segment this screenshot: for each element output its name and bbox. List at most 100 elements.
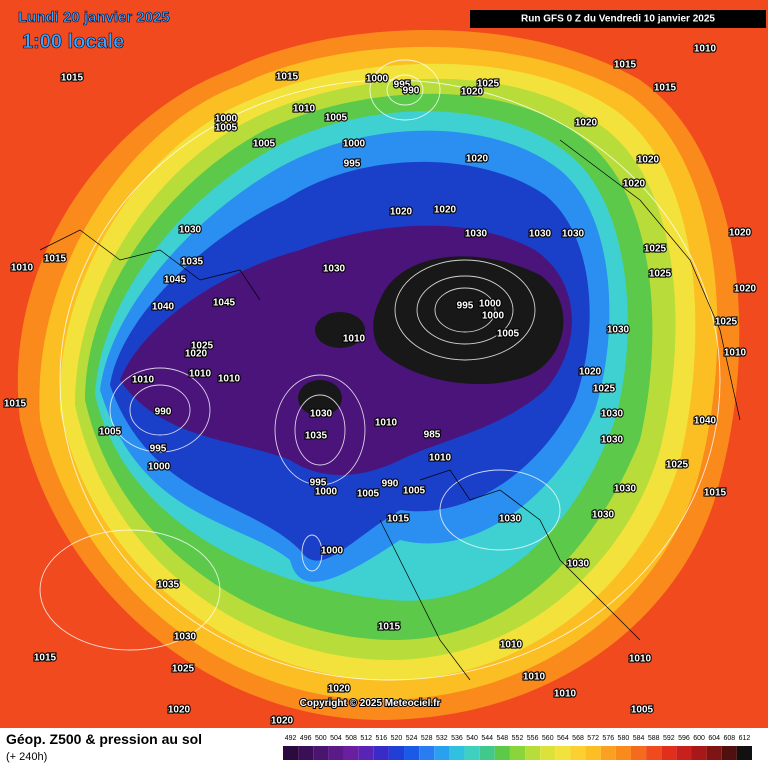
colorbar-tick-label: 544 [481,735,493,742]
colorbar-tick-label: 580 [618,735,630,742]
pressure-label: 1010 [189,369,212,380]
colorbar-swatch [540,746,556,760]
colorbar-tick-label: 536 [451,735,463,742]
colorbar-tick-label: 516 [375,735,387,742]
pressure-label: 1045 [213,298,236,309]
pressure-label: 1020 [390,207,413,218]
pressure-label: 1005 [215,123,238,134]
pressure-label: 1030 [614,484,637,495]
colorbar-swatch [676,746,692,760]
pressure-label: 1030 [592,510,615,521]
pressure-label: 1020 [575,118,598,129]
colorbar-tick-label: 604 [708,735,720,742]
colorbar-tick-label: 512 [360,735,372,742]
pressure-label: 1010 [11,263,34,274]
colorbar-swatch [646,746,662,760]
pressure-label: 1025 [715,317,738,328]
pressure-label: 1010 [343,334,366,345]
run-info: Run GFS 0 Z du Vendredi 10 janvier 2025 [521,14,715,25]
pressure-label: 1030 [179,225,202,236]
pressure-label: 1020 [637,155,660,166]
colorbar-tick-label: 496 [300,735,312,742]
pressure-label: 1000 [148,462,171,473]
colorbar-tick-label: 588 [648,735,660,742]
colorbar-tick-label: 552 [512,735,524,742]
pressure-label: 1010 [293,104,316,115]
colorbar-swatch [721,746,737,760]
pressure-label: 1010 [694,44,717,55]
colorbar-tick-label: 524 [406,735,418,742]
colorbar-swatch [358,746,374,760]
pressure-label: 1000 [343,139,366,150]
pressure-label: 1015 [387,514,410,525]
pressure-label: 1010 [523,672,546,683]
valid-time: 1:00 locale [22,31,124,53]
pressure-label: 1025 [644,244,667,255]
pressure-label: 1030 [562,229,585,240]
colorbar-tick-label: 568 [572,735,584,742]
colorbar-swatch [479,746,495,760]
colorbar-swatch [585,746,601,760]
colorbar-tick-label: 504 [330,735,342,742]
colorbar-swatch [373,746,389,760]
colorbar-swatch [630,746,647,760]
pressure-label: 1025 [666,460,689,471]
colorbar-tick-label: 596 [678,735,690,742]
footer-lead: (+ 240h) [6,751,47,763]
colorbar-swatch [661,746,677,760]
pressure-label: 1000 [479,299,502,310]
pressure-label: 1035 [157,580,180,591]
colorbar-tick-label: 612 [739,735,751,742]
pressure-label: 1020 [623,179,646,190]
pressure-label: 1010 [554,689,577,700]
pressure-label: 1030 [310,409,333,420]
pressure-label: 995 [394,80,411,91]
pressure-label: 1005 [325,113,348,124]
colorbar-swatch [404,746,420,760]
pressure-label: 1030 [607,325,630,336]
pressure-label: 1000 [215,114,238,125]
pressure-label: 1020 [461,87,484,98]
pressure-label: 1015 [378,622,401,633]
colorbar-swatch [600,746,616,760]
pressure-label: 1005 [253,139,276,150]
pressure-label: 990 [403,86,420,97]
colorbar-tick-label: 528 [421,735,433,742]
pressure-label: 995 [344,159,361,170]
colorbar-tick-label: 560 [542,735,554,742]
colorbar-tick-label: 540 [466,735,478,742]
pressure-label: 995 [150,444,167,455]
colorbar-tick-label: 500 [315,735,327,742]
pressure-label: 1025 [477,79,500,90]
colorbar-tick-label: 600 [693,735,705,742]
pressure-label: 1040 [152,302,175,313]
pressure-label: 1005 [99,427,122,438]
pressure-label: 1030 [567,559,590,570]
pressure-label: 1015 [276,72,299,83]
colorbar: 492 496 500 504 508 512 516 520 524 528 532 536 540 5… [283,735,752,760]
colorbar-tick-label: 608 [723,735,735,742]
colorbar-swatch [494,746,510,760]
pressure-label: 1020 [734,284,757,295]
pressure-label: 1020 [729,228,752,239]
pressure-label: 1025 [593,384,616,395]
pressure-label: 1005 [403,486,426,497]
pressure-label: 1010 [132,375,155,386]
copyright: Copyright © 2025 Meteociel.fr [300,698,441,709]
pressure-label: 1045 [164,275,187,286]
pressure-label: 990 [155,407,172,418]
colorbar-swatch [509,746,526,760]
pressure-label: 1025 [172,664,195,675]
pressure-label: 1005 [631,705,654,716]
colorbar-swatch [313,746,329,760]
pressure-label: 1040 [694,416,717,427]
pressure-label: 1000 [315,487,338,498]
colorbar-tick-label: 572 [587,735,599,742]
pressure-label: 990 [382,479,399,490]
pressure-labels: 1015 1015 10009959901025102010151015101010… [3,43,758,728]
footer-title: Géop. Z500 & pression au sol [6,731,202,747]
colorbar-swatch [525,746,541,760]
valid-date: Lundi 20 janvier 2025 [18,9,170,26]
